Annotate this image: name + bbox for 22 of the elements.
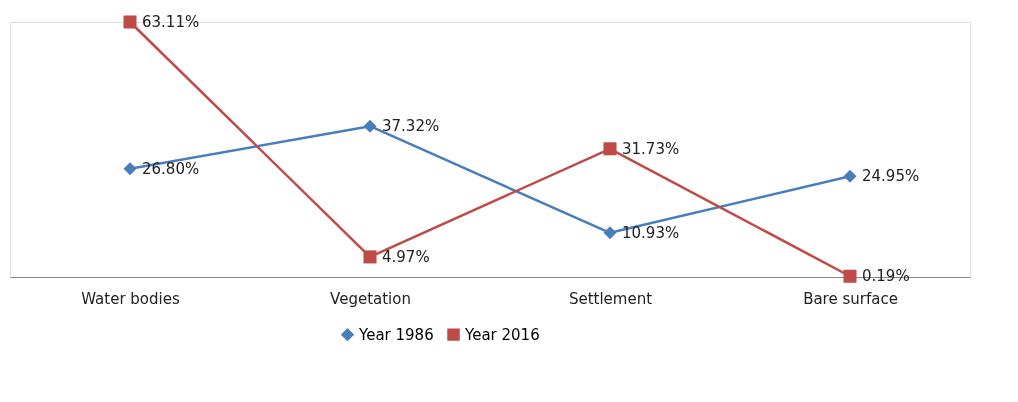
x-tick-label: Vegetation bbox=[330, 289, 411, 308]
data-label: 10.93% bbox=[622, 223, 680, 242]
x-tick-label: Settlement bbox=[568, 289, 653, 308]
point bbox=[363, 250, 377, 264]
data-label: 31.73% bbox=[622, 139, 680, 158]
point bbox=[123, 162, 137, 176]
point bbox=[123, 15, 137, 29]
point bbox=[603, 226, 617, 240]
legend-label: Year 2016 bbox=[464, 325, 540, 344]
data-label: 63.11% bbox=[142, 13, 200, 31]
point bbox=[603, 142, 617, 156]
data-label: 24.95% bbox=[862, 167, 920, 186]
data-label: 0.19% bbox=[862, 267, 910, 286]
data-label: 4.97% bbox=[382, 247, 430, 266]
point bbox=[843, 169, 857, 183]
data-label: 37.32% bbox=[382, 117, 440, 136]
data-label: 26.80% bbox=[142, 159, 200, 178]
point bbox=[843, 269, 857, 283]
x-tick-label: Bare surface bbox=[803, 289, 898, 308]
x-tick-label: Water bodies bbox=[81, 289, 180, 308]
legend-label: Year 1986 bbox=[358, 325, 434, 344]
point bbox=[363, 119, 377, 133]
